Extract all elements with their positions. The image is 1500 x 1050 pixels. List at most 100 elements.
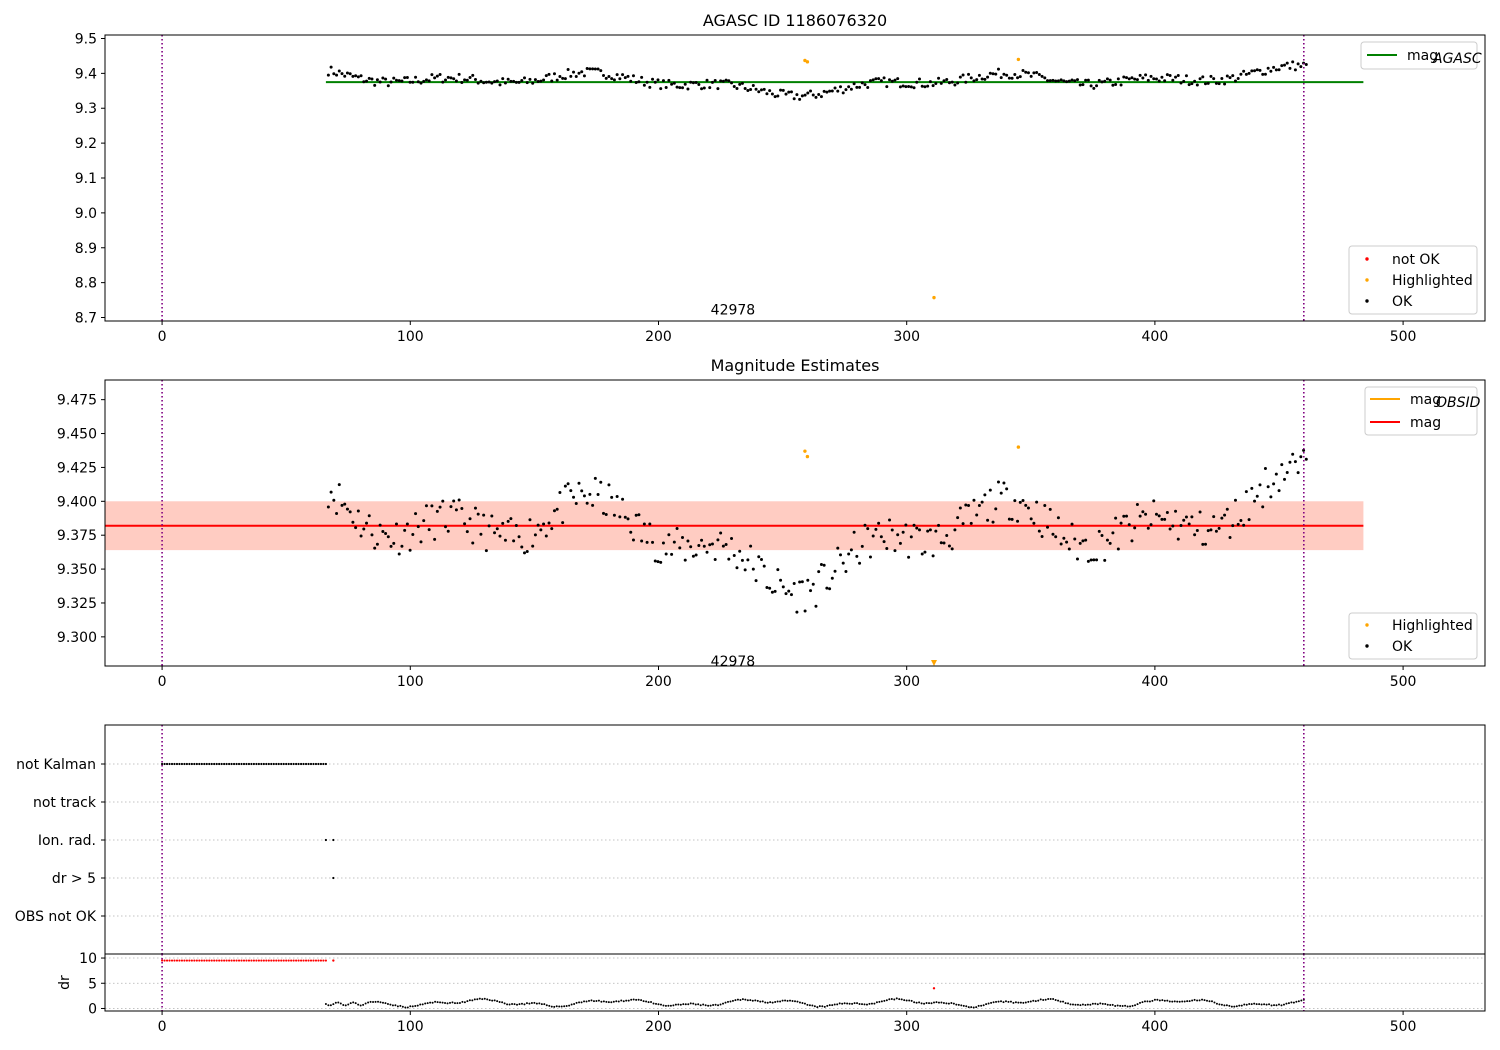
- ok-point: [1213, 1001, 1216, 1004]
- ok-point: [446, 529, 450, 533]
- ok-point: [1176, 537, 1180, 541]
- ok-point: [694, 1003, 697, 1006]
- dr-axes-frame: [104, 953, 1486, 1012]
- x-tick-label: 100: [397, 1019, 424, 1035]
- ok-point: [1119, 1004, 1122, 1007]
- ok-point: [849, 87, 853, 91]
- ok-point: [1296, 471, 1300, 475]
- ok-point: [931, 84, 935, 88]
- ok-point: [523, 551, 527, 555]
- ok-point: [694, 81, 698, 85]
- ok-point: [806, 578, 810, 582]
- ok-point: [478, 997, 481, 1000]
- ok-point: [1293, 460, 1297, 464]
- ok-point: [655, 1002, 658, 1005]
- ok-point: [441, 80, 445, 84]
- ok-point: [972, 1006, 975, 1009]
- ok-point: [1157, 514, 1161, 518]
- ok-point: [1178, 1000, 1181, 1003]
- ok-point: [404, 1006, 407, 1009]
- x-tick-label: 0: [158, 1019, 167, 1035]
- ok-point: [588, 67, 592, 71]
- ok-point: [672, 81, 676, 85]
- ok-point: [988, 71, 992, 75]
- x-tick-label: 500: [1390, 674, 1417, 690]
- ok-point: [1225, 507, 1229, 511]
- ok-point: [735, 86, 739, 90]
- ok-point: [378, 523, 382, 527]
- ok-point: [588, 492, 592, 496]
- ok-point: [819, 95, 823, 99]
- ok-point: [681, 535, 685, 539]
- ok-point: [1144, 512, 1148, 516]
- ok-point: [848, 1002, 851, 1005]
- ok-point: [1099, 1002, 1102, 1005]
- highlighted-point: [803, 58, 807, 63]
- ok-point: [1243, 1003, 1246, 1006]
- y-tick-label: 5: [88, 976, 97, 992]
- legend-label: not OK: [1392, 252, 1440, 268]
- ok-point: [836, 89, 840, 93]
- ok-point: [860, 544, 864, 548]
- ok-point: [751, 567, 755, 571]
- ok-point: [486, 998, 489, 1001]
- ok-point: [722, 1002, 725, 1005]
- ok-point: [329, 490, 333, 494]
- ok-point: [1124, 1004, 1127, 1007]
- ok-point: [1210, 1000, 1213, 1003]
- ok-point: [620, 999, 623, 1002]
- ok-point: [347, 1003, 350, 1006]
- flag-point: [228, 762, 231, 766]
- ok-point: [582, 494, 586, 498]
- ok-point: [369, 1000, 372, 1003]
- ok-point: [1250, 69, 1254, 73]
- not-ok-point: [277, 959, 280, 962]
- ok-point: [918, 1001, 921, 1004]
- flag-point: [218, 762, 221, 766]
- ok-point: [343, 502, 347, 506]
- ok-point: [610, 77, 614, 81]
- ok-point: [1010, 517, 1014, 521]
- ok-point: [784, 92, 788, 96]
- ok-point: [656, 78, 660, 82]
- flag-point: [275, 762, 278, 766]
- ok-point: [1125, 76, 1129, 80]
- ok-point: [1065, 80, 1069, 84]
- ok-point: [689, 80, 693, 84]
- ok-point: [759, 88, 763, 92]
- ok-point: [1127, 77, 1131, 81]
- ok-point: [488, 999, 491, 1002]
- ok-point: [473, 78, 477, 82]
- ok-point: [627, 999, 630, 1002]
- ok-point: [901, 84, 905, 88]
- ok-point: [1021, 68, 1025, 72]
- ok-point: [340, 72, 344, 76]
- ok-point: [1260, 1003, 1263, 1006]
- not-ok-point: [200, 959, 203, 962]
- ok-point: [1103, 79, 1107, 83]
- flag-point: [260, 762, 263, 766]
- ok-point: [947, 81, 951, 85]
- ok-point: [910, 999, 913, 1002]
- ok-point: [977, 73, 981, 77]
- ok-point: [819, 562, 823, 566]
- ok-point: [484, 549, 488, 553]
- ok-point: [1116, 77, 1120, 81]
- ok-point: [1007, 517, 1011, 521]
- ok-point: [851, 1002, 854, 1005]
- y-tick-label: 8.7: [75, 311, 97, 327]
- ok-point: [399, 1004, 402, 1007]
- ok-point: [365, 79, 369, 83]
- ok-point: [1012, 1001, 1015, 1004]
- ok-point: [523, 1003, 526, 1006]
- flag-point: [242, 762, 246, 766]
- dr-panel: 0 5 10 dr 0 100 200 300 400 500: [57, 951, 1486, 1035]
- ok-point: [844, 570, 848, 574]
- ok-point: [629, 530, 633, 534]
- ok-point: [969, 521, 973, 525]
- ok-point: [1196, 999, 1199, 1002]
- ok-point: [375, 542, 379, 546]
- ok-point: [610, 1001, 613, 1004]
- ok-point: [1105, 538, 1109, 542]
